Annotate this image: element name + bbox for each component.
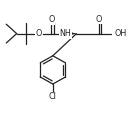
Text: O: O [48, 15, 55, 24]
Text: OH: OH [115, 29, 127, 38]
Text: Cl: Cl [49, 92, 57, 101]
Text: NH: NH [60, 29, 71, 38]
Text: O: O [36, 29, 42, 38]
Polygon shape [69, 32, 76, 35]
Text: O: O [95, 15, 102, 24]
